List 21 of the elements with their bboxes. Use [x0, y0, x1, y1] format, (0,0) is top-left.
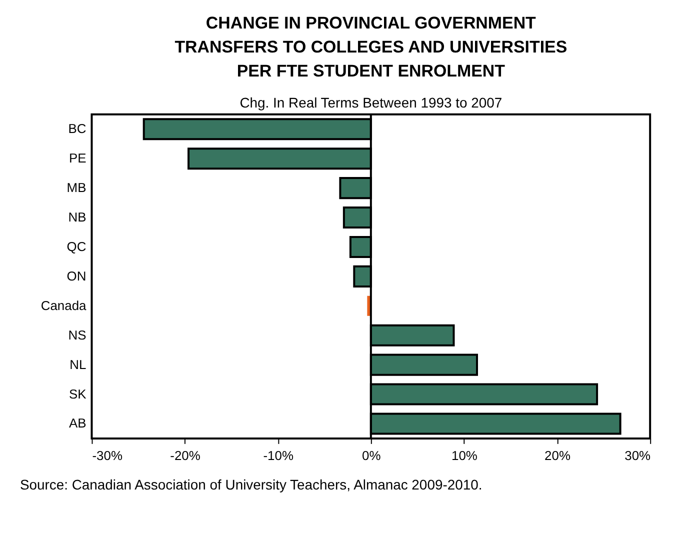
x-tick-label: 30%	[624, 448, 652, 463]
y-tick-label: ON	[66, 268, 86, 284]
y-tick-label: NS	[68, 327, 87, 342]
x-tick-label: 20%	[544, 448, 571, 463]
x-tick-label: 0%	[362, 448, 382, 463]
y-tick-label: Canada	[40, 298, 88, 313]
x-tick-label: -10%	[263, 448, 294, 463]
x-tick-label: 10%	[452, 448, 478, 463]
y-tick-label: NL	[70, 356, 86, 372]
x-tick-label: -30%	[92, 448, 123, 463]
y-tick-label: MB	[66, 180, 86, 196]
source-note: Source: Canadian Association of University Teachers, Almanac 2009-2010.	[20, 476, 482, 492]
x-tick-label: -20%	[170, 448, 201, 463]
y-tick-label: PE	[68, 150, 87, 166]
y-tick-label: BC	[68, 121, 86, 136]
y-tick-label: SK	[68, 386, 87, 402]
chart-subtitle: Chg. In Real Terms Between 1993 to 2007	[240, 94, 502, 110]
y-tick-label: QC	[66, 238, 86, 254]
y-tick-label: AB	[68, 416, 86, 431]
chart-title: CHANGE IN PROVINCIAL GOVERNMENT TRANSFERS TO COLLEGES AND UNIVERSITIES PER FTE STUDENT ENROLMENT	[174, 14, 568, 81]
y-tick-label: NB	[68, 209, 86, 224]
